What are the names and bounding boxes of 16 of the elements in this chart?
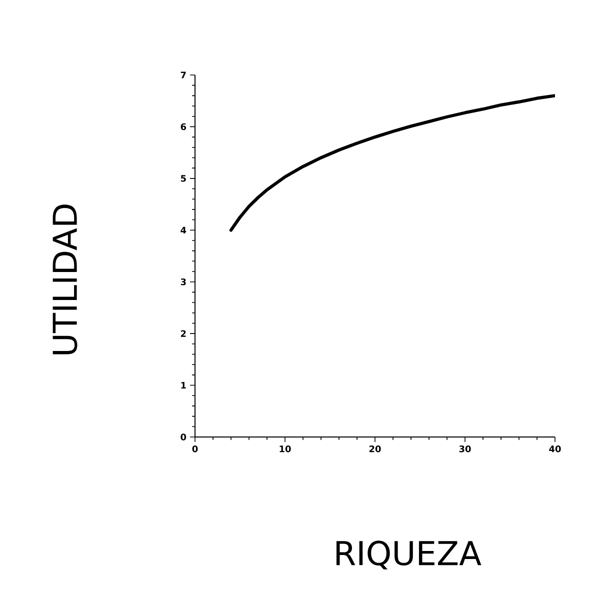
x-tick-label: 40 — [549, 445, 561, 452]
x-axis-title: RIQUEZA — [336, 540, 482, 570]
y-tick-label: 5 — [180, 175, 186, 182]
y-tick-label: 3 — [180, 278, 186, 286]
x-tick-label: 10 — [280, 445, 291, 452]
x-tick-label: 0 — [192, 445, 198, 452]
line-series — [229, 94, 556, 232]
x-tick-label: 20 — [369, 445, 381, 452]
x-tick-label: 30 — [459, 445, 471, 452]
y-tick-label: 6 — [180, 123, 186, 130]
y-axis-title: UTILIDAD — [52, 204, 78, 354]
y-tick-label: 0 — [180, 434, 186, 440]
y-tick-label: 4 — [180, 226, 186, 234]
y-tick-label: 7 — [180, 72, 186, 78]
y-tick-label: 2 — [180, 330, 186, 337]
y-tick-label: 1 — [181, 382, 186, 389]
